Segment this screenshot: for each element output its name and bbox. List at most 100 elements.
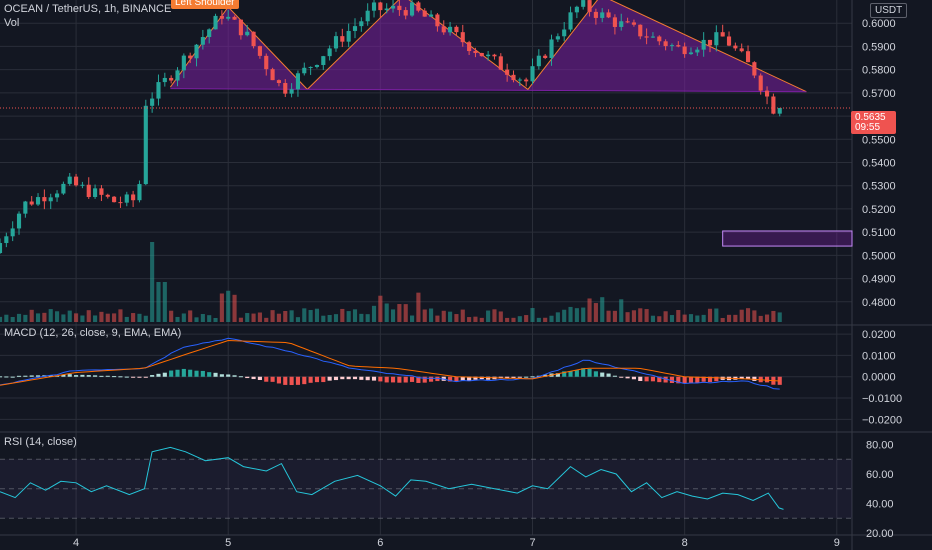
volume-bar	[479, 317, 484, 322]
candle-body	[676, 45, 681, 47]
price-axes: 0.60000.59000.58000.57000.56000.55000.54…	[73, 18, 902, 549]
macd-histogram-bar	[695, 376, 700, 383]
volume-bar	[568, 306, 573, 322]
volume-bar	[720, 317, 725, 322]
macd-histogram-bar	[29, 375, 34, 377]
macd-histogram-bar	[352, 376, 358, 380]
candle-body	[105, 194, 110, 197]
candle-body	[422, 10, 427, 17]
volume-bar	[194, 317, 199, 322]
volume-bar	[511, 317, 516, 322]
neckline	[170, 88, 807, 93]
rsi-line	[0, 446, 784, 510]
candle-body	[701, 39, 706, 50]
volume-bar	[162, 282, 167, 322]
volume-bar	[669, 315, 675, 322]
macd-histogram-bar	[739, 376, 744, 379]
candle-body	[238, 19, 243, 36]
candle-body	[549, 39, 554, 58]
volume-bar	[505, 317, 510, 322]
volume-bar	[200, 314, 205, 322]
macd-histogram-bar	[188, 369, 193, 377]
volume-bar	[650, 315, 656, 322]
macd-histogram-bar	[181, 368, 186, 377]
volume-bar	[295, 317, 301, 322]
volume-bar	[314, 308, 320, 322]
macd-histogram-bar	[669, 376, 675, 384]
candle-body	[207, 29, 212, 38]
macd-histogram-bar	[54, 375, 60, 377]
macd-label[interactable]: MACD (12, 26, close, 9, EMA, EMA)	[4, 327, 182, 339]
candle-body	[568, 12, 573, 30]
macd-histogram-bar	[619, 376, 624, 378]
candle-body	[80, 184, 85, 186]
price-tick-label: 0.5300	[862, 181, 896, 193]
macd-histogram-bar	[80, 374, 85, 377]
macd-histogram-bar	[745, 376, 751, 379]
macd-histogram-bar	[175, 369, 180, 377]
rsi-tick-label: 20.00	[866, 528, 894, 540]
macd-tick-label: 0.0100	[862, 350, 896, 362]
volume-bar	[207, 315, 212, 322]
candle-body	[213, 15, 218, 30]
volume-bar	[232, 294, 237, 322]
candle-body	[270, 69, 275, 81]
macd-histogram-bar	[321, 376, 326, 383]
candle-body	[726, 36, 732, 46]
macd-histogram-bar	[657, 376, 662, 383]
candle-body	[593, 11, 598, 18]
candle-body	[600, 12, 605, 18]
candle-body	[257, 46, 262, 56]
macd-pane	[0, 337, 782, 390]
macd-histogram-bar	[524, 376, 529, 378]
candle-body	[67, 176, 72, 184]
macd-histogram-bar	[663, 376, 668, 383]
volume-bar	[4, 314, 9, 322]
time-tick-label: 8	[682, 537, 688, 549]
volume-bar	[371, 305, 377, 322]
candle-body	[23, 201, 28, 214]
rsi-label[interactable]: RSI (14, close)	[4, 436, 77, 448]
macd-histogram-bar	[308, 376, 313, 383]
candle-body	[555, 36, 560, 40]
head-and-shoulders-pattern	[169, 0, 807, 93]
macd-histogram-bar	[403, 376, 408, 383]
volume-bar	[441, 310, 446, 322]
macd-histogram-bar	[61, 374, 66, 377]
macd-histogram-bar	[359, 376, 364, 380]
target-rect	[722, 230, 853, 247]
macd-histogram-bar	[448, 376, 453, 382]
price-tick-label: 0.5500	[862, 134, 896, 146]
candle-body	[695, 49, 700, 53]
macd-histogram-bar	[200, 370, 205, 377]
volume-bar	[10, 316, 15, 322]
volume-bar	[181, 313, 186, 322]
macd-histogram-bar	[568, 371, 573, 377]
volume-bar	[429, 308, 434, 322]
macd-histogram-bar	[194, 370, 199, 377]
volume-bar	[283, 310, 288, 322]
macd-histogram-bar	[555, 373, 560, 377]
macd-histogram-bar	[631, 376, 636, 380]
currency-badge[interactable]: USDT	[870, 3, 908, 18]
macd-histogram-bar	[612, 375, 617, 377]
candle-body	[143, 105, 148, 185]
macd-histogram-bar	[251, 376, 256, 380]
macd-histogram-bar	[118, 376, 123, 378]
macd-histogram-bar	[764, 376, 770, 383]
volume-bar	[543, 317, 548, 322]
candle-body	[473, 51, 478, 53]
volume-bar	[29, 309, 34, 322]
price-tick-label: 0.5700	[862, 88, 896, 100]
macd-histogram-bar	[587, 368, 592, 377]
volume-bar	[321, 315, 326, 322]
candle-body	[295, 73, 301, 90]
macd-histogram-bar	[429, 376, 434, 382]
volume-bar	[695, 315, 700, 322]
candle-body	[764, 90, 770, 97]
volume-bar	[378, 295, 383, 322]
candle-body	[631, 22, 636, 25]
candle-body	[397, 5, 402, 11]
volume-bar	[270, 310, 275, 322]
